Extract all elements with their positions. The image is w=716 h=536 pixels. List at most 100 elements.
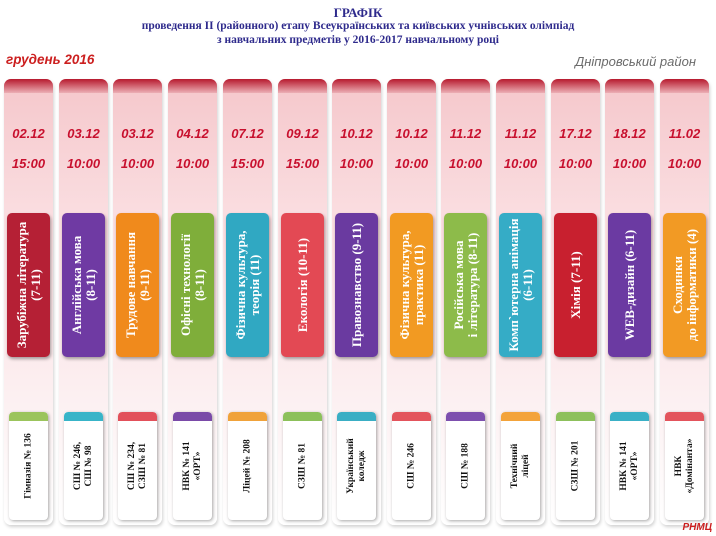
olympiad-date: 10.12 (395, 126, 428, 141)
schedule-column: 17.12 10:00 Хімія (7-11) СЗШ № 201 (551, 79, 600, 525)
olympiad-time: 10:00 (339, 156, 374, 171)
venue-box: СШ № 234, СЗШ № 81 (118, 412, 157, 520)
venue-color-tab (9, 412, 48, 421)
venue-label: СЗШ № 201 (570, 440, 580, 492)
schedule-column: 10.12 10:00 Фізична культура, практика (11… (387, 79, 436, 525)
subject-box: Хімія (7-11) (554, 213, 597, 357)
district-label: Дніпровський район (575, 54, 696, 69)
olympiad-date: 07.12 (231, 126, 264, 141)
month-label: грудень 2016 (6, 52, 95, 67)
olympiad-date: 18.12 (613, 126, 646, 141)
subject-box: Екологія (10-11) (281, 213, 324, 357)
venue-box: СШ № 246, СШ № 98 (64, 412, 103, 520)
venue-box: НВК № 141 «ОРТ» (173, 412, 212, 520)
subject-label: Офісні технології (8-11) (177, 234, 207, 336)
schedule-column: 11.12 10:00 Російська мова і література (8… (441, 79, 490, 525)
venue-color-tab (665, 412, 704, 421)
olympiad-time: 15:00 (285, 156, 320, 171)
olympiad-date: 17.12 (559, 126, 592, 141)
venue-box: СЗШ № 81 (283, 412, 322, 520)
subject-box: WEB-дизайн (6-11) (608, 213, 651, 357)
schedule-column: 09.12 15:00 Екологія (10-11) СЗШ № 81 (278, 79, 327, 525)
schedule-column: 18.12 10:00 WEB-дизайн (6-11) НВК № 141 «ОР… (605, 79, 654, 525)
olympiad-time: 10:00 (667, 156, 702, 171)
olympiad-time: 15:00 (230, 156, 265, 171)
venue-box: НВК № 141 «ОРТ» (610, 412, 649, 520)
olympiad-time: 10:00 (394, 156, 429, 171)
venue-color-tab (173, 412, 212, 421)
venue-color-tab (118, 412, 157, 421)
venue-label: СШ № 234, СЗШ № 81 (126, 441, 148, 491)
venue-box: НВК «Домінанта» (665, 412, 704, 520)
subject-label: Фізична культура, практика (11) (396, 230, 426, 340)
venue-color-tab (283, 412, 322, 421)
venue-label: НВК «Домінанта» (673, 438, 695, 494)
venue-color-tab (228, 412, 267, 421)
olympiad-time: 10:00 (175, 156, 210, 171)
olympiad-date: 10.12 (340, 126, 373, 141)
subject-label: WEB-дизайн (6-11) (621, 229, 637, 341)
subject-label: Зарубіжна література (7-11) (13, 221, 43, 349)
schedule-column: 07.12 15:00 Фізична культура, теорія (11) Л… (223, 79, 272, 525)
schedule-column: 02.12 15:00 Зарубіжна література (7-11) Гім… (4, 79, 53, 525)
venue-box: Український коледж (337, 412, 376, 520)
venue-label: Технічний ліцей (509, 443, 531, 489)
footer-label: РНМЦ (682, 522, 712, 533)
subject-label: Правознавство (9-11) (348, 222, 364, 348)
schedule-column: 10.12 10:00 Правознавство (9-11) Українськи… (332, 79, 381, 525)
schedule-column: 04.12 10:00 Офісні технології (8-11) НВК № … (168, 79, 217, 525)
olympiad-time: 10:00 (503, 156, 538, 171)
page-subtitle-line-1: проведення ІІ (районного) етапу Всеукраї… (141, 20, 575, 32)
venue-label: Український коледж (345, 438, 367, 494)
olympiad-time: 15:00 (11, 156, 46, 171)
olympiad-date: 11.12 (504, 126, 537, 141)
olympiad-date: 03.12 (67, 126, 100, 141)
olympiad-date: 09.12 (286, 126, 319, 141)
venue-box: СЗШ № 201 (556, 412, 595, 520)
subject-box: Правознавство (9-11) (335, 213, 378, 357)
venue-label: Гімназія № 136 (23, 433, 33, 499)
subject-box: Англійська мова (8-11) (62, 213, 105, 357)
olympiad-time: 10:00 (120, 156, 155, 171)
page-title: ГРАФІК (333, 5, 383, 20)
schedule-column: 11.02 10:00 Сходинки до інформатики (4) НВК… (660, 79, 709, 525)
olympiad-time: 10:00 (66, 156, 101, 171)
subject-label: Фізична культура, теорія (11) (232, 230, 262, 340)
olympiad-date: 11.02 (668, 126, 701, 141)
subject-label: Хімія (7-11) (567, 251, 583, 319)
olympiad-time: 10:00 (558, 156, 593, 171)
subject-label: Екологія (10-11) (294, 237, 310, 333)
subject-box: Зарубіжна література (7-11) (7, 213, 50, 357)
venue-color-tab (392, 412, 431, 421)
subject-box: Сходинки до інформатики (4) (663, 213, 706, 357)
subject-box: Російська мова і література (8-11) (444, 213, 487, 357)
olympiad-date: 02.12 (12, 126, 45, 141)
subject-label: Комп`ютерна анімація (6-11) (505, 218, 535, 352)
subject-box: Офісні технології (8-11) (171, 213, 214, 357)
venue-label: СШ № 246, СШ № 98 (72, 441, 94, 491)
subject-box: Комп`ютерна анімація (6-11) (499, 213, 542, 357)
subject-label: Сходинки до інформатики (4) (669, 228, 699, 342)
olympiad-date: 11.12 (449, 126, 482, 141)
schedule-column: 03.12 10:00 Трудове навчання (9-11) СШ № 23… (113, 79, 162, 525)
venue-box: Ліцей № 208 (228, 412, 267, 520)
venue-color-tab (446, 412, 485, 421)
olympiad-time: 10:00 (612, 156, 647, 171)
venue-color-tab (556, 412, 595, 421)
venue-box: Технічний ліцей (501, 412, 540, 520)
subject-box: Фізична культура, теорія (11) (226, 213, 269, 357)
subject-label: Російська мова і література (8-11) (450, 232, 480, 338)
olympiad-date: 03.12 (121, 126, 154, 141)
venue-label: Ліцей № 208 (242, 439, 252, 493)
venue-label: НВК № 141 «ОРТ» (618, 441, 640, 491)
venue-box: Гімназія № 136 (9, 412, 48, 520)
venue-color-tab (337, 412, 376, 421)
venue-label: СШ № 246 (406, 443, 416, 489)
subject-label: Трудове навчання (9-11) (122, 231, 152, 339)
venue-label: НВК № 141 «ОРТ» (181, 441, 203, 491)
page-subtitle-line-2: з навчальних предметів у 2016-2017 навча… (217, 34, 499, 46)
venue-box: СШ № 246 (392, 412, 431, 520)
olympiad-date: 04.12 (176, 126, 209, 141)
subject-label: Англійська мова (8-11) (68, 235, 98, 335)
venue-color-tab (64, 412, 103, 421)
